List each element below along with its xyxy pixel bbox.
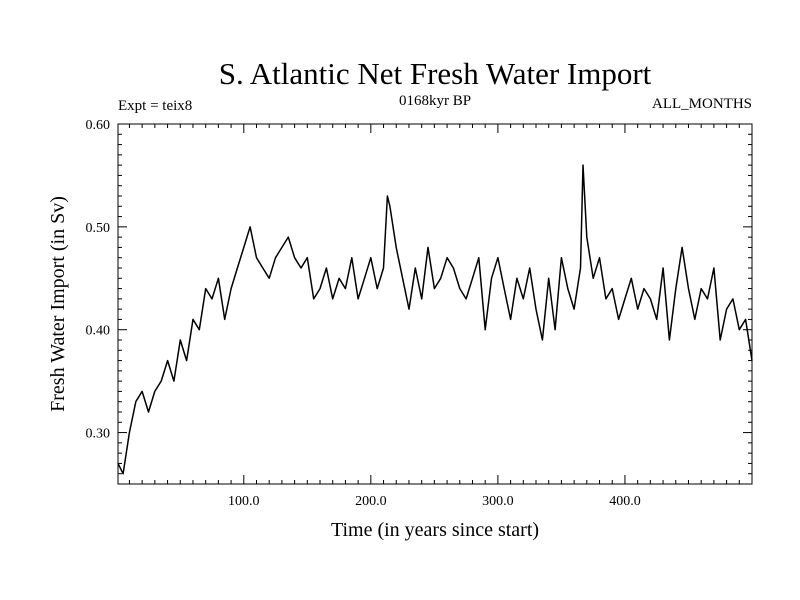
chart-title: S. Atlantic Net Fresh Water Import [219,56,652,91]
x-axis-label: Time (in years since start) [331,519,539,541]
minor-ticks [118,124,752,485]
x-tick-label: 200.0 [355,494,387,509]
y-axis-label: Fresh Water Import (in Sv) [47,196,69,412]
major-ticks [118,123,752,484]
fresh-water-series-line [117,164,753,475]
plot-frame [117,123,753,485]
experiment-label: Expt = teix8 [118,98,192,114]
y-tick-label: 0.40 [86,324,111,339]
x-tick-labels: 100.0 200.0 300.0 400.0 [228,494,641,509]
period-label: 0168kyr BP [399,93,471,109]
x-tick-label: 300.0 [482,494,514,509]
x-tick-label: 400.0 [609,494,641,509]
months-label: ALL_MONTHS [652,96,752,112]
y-tick-label: 0.50 [86,221,111,236]
y-tick-labels: 0.30 0.40 0.50 0.60 [86,118,111,442]
x-tick-label: 100.0 [228,494,260,509]
y-tick-label: 0.30 [86,427,111,442]
y-tick-label: 0.60 [86,118,111,133]
